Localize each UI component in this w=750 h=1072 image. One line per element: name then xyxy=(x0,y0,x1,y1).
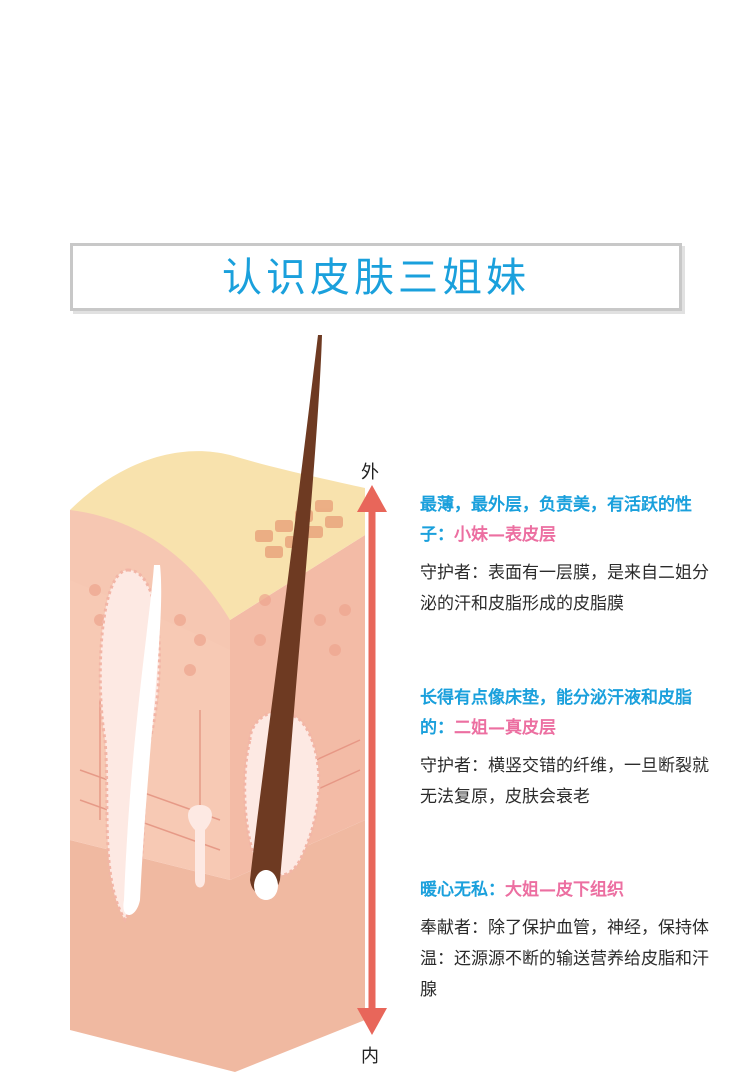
epidermis-info: 最薄，最外层，负责美，有活跃的性子：小妹—表皮层 守护者：表面有一层膜，是来自二… xyxy=(420,490,720,620)
epidermis-heading-desc: 最薄，最外层，负责美，有活跃的性子： xyxy=(420,495,692,545)
skin-cross-section-illustration xyxy=(70,335,387,1072)
page-title: 认识皮肤三姐妹 xyxy=(222,255,530,301)
title-banner: 认识皮肤三姐妹 xyxy=(70,243,682,311)
subcutaneous-heading-desc: 暖心无私： xyxy=(420,880,505,900)
epidermis-heading-name: 小妹—表皮层 xyxy=(454,525,556,545)
dermis-info: 长得有点像床垫，能分泌汗液和皮脂的：二姐—真皮层 守护者：横竖交错的纤维，一旦断… xyxy=(420,683,720,813)
subcutaneous-info: 暖心无私：大姐—皮下组织 奉献者：除了保护血管，神经，保持体温：还源源不断的输送… xyxy=(420,875,720,1006)
subcutaneous-heading: 暖心无私：大姐—皮下组织 xyxy=(420,875,720,905)
subcutaneous-heading-name: 大姐—皮下组织 xyxy=(505,880,624,900)
arrow-label-inner: 内 xyxy=(361,1046,379,1067)
arrow-label-outer: 外 xyxy=(361,462,379,483)
dermis-heading: 长得有点像床垫，能分泌汗液和皮脂的：二姐—真皮层 xyxy=(420,683,720,743)
dermis-description: 守护者：横竖交错的纤维，一旦断裂就无法复原，皮肤会衰老 xyxy=(420,756,709,807)
subcutaneous-description: 奉献者：除了保护血管，神经，保持体温：还源源不断的输送营养给皮脂和汗腺 xyxy=(420,918,709,1000)
dermis-heading-name: 二姐—真皮层 xyxy=(454,718,556,738)
epidermis-heading: 最薄，最外层，负责美，有活跃的性子：小妹—表皮层 xyxy=(420,490,720,550)
dermis-heading-desc: 长得有点像床垫，能分泌汗液和皮脂的： xyxy=(420,688,692,738)
epidermis-description: 守护者：表面有一层膜，是来自二姐分泌的汗和皮脂形成的皮脂膜 xyxy=(420,563,709,614)
